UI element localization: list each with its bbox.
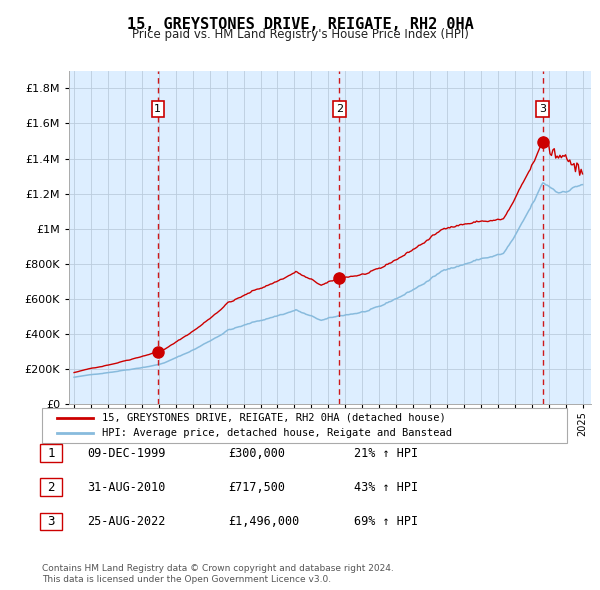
Text: 1: 1 xyxy=(154,104,161,114)
Text: 09-DEC-1999: 09-DEC-1999 xyxy=(87,447,166,460)
Text: £717,500: £717,500 xyxy=(228,481,285,494)
Text: 3: 3 xyxy=(539,104,546,114)
Text: 2: 2 xyxy=(336,104,343,114)
Text: 2: 2 xyxy=(47,481,55,494)
Text: 3: 3 xyxy=(47,515,55,528)
Text: 15, GREYSTONES DRIVE, REIGATE, RH2 0HA (detached house): 15, GREYSTONES DRIVE, REIGATE, RH2 0HA (… xyxy=(102,413,446,423)
Text: 43% ↑ HPI: 43% ↑ HPI xyxy=(354,481,418,494)
Text: HPI: Average price, detached house, Reigate and Banstead: HPI: Average price, detached house, Reig… xyxy=(102,428,452,438)
Text: This data is licensed under the Open Government Licence v3.0.: This data is licensed under the Open Gov… xyxy=(42,575,331,584)
Text: £300,000: £300,000 xyxy=(228,447,285,460)
Text: Price paid vs. HM Land Registry's House Price Index (HPI): Price paid vs. HM Land Registry's House … xyxy=(131,28,469,41)
Text: £1,496,000: £1,496,000 xyxy=(228,515,299,528)
Text: 25-AUG-2022: 25-AUG-2022 xyxy=(87,515,166,528)
Text: Contains HM Land Registry data © Crown copyright and database right 2024.: Contains HM Land Registry data © Crown c… xyxy=(42,565,394,573)
Text: 15, GREYSTONES DRIVE, REIGATE, RH2 0HA: 15, GREYSTONES DRIVE, REIGATE, RH2 0HA xyxy=(127,17,473,31)
Text: 21% ↑ HPI: 21% ↑ HPI xyxy=(354,447,418,460)
Text: 69% ↑ HPI: 69% ↑ HPI xyxy=(354,515,418,528)
Text: 1: 1 xyxy=(47,447,55,460)
Text: 31-AUG-2010: 31-AUG-2010 xyxy=(87,481,166,494)
